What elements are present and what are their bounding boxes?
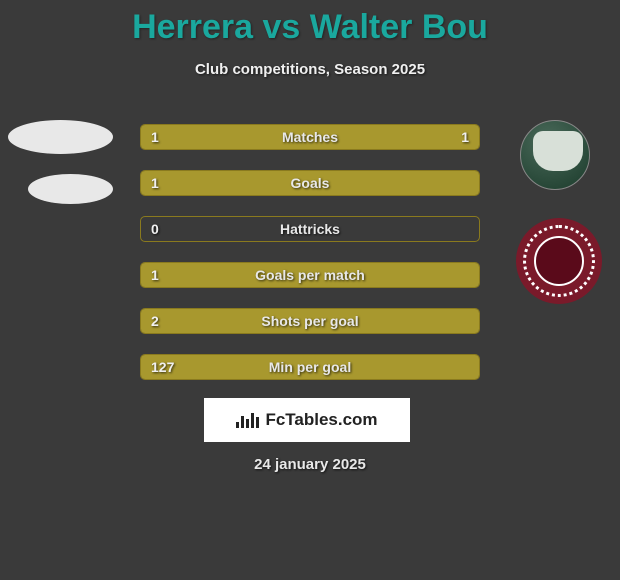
- stat-label: Goals: [141, 171, 479, 195]
- stat-label: Min per goal: [141, 355, 479, 379]
- stat-row-goals: 1 Goals: [140, 170, 480, 196]
- stat-label: Matches: [141, 125, 479, 149]
- stat-row-min-per-goal: 127 Min per goal: [140, 354, 480, 380]
- brand-bars-icon: [236, 413, 259, 428]
- stat-label: Hattricks: [141, 217, 479, 241]
- brand-text: FcTables.com: [265, 410, 377, 430]
- stats-container: 1 Matches 1 1 Goals 0 Hattricks 1 Goals …: [140, 124, 480, 400]
- stat-row-shots-per-goal: 2 Shots per goal: [140, 308, 480, 334]
- player-a-avatar: [8, 120, 113, 154]
- brand-badge[interactable]: FcTables.com: [204, 398, 410, 442]
- stat-row-matches: 1 Matches 1: [140, 124, 480, 150]
- stat-label: Shots per goal: [141, 309, 479, 333]
- player-a-club-badge: [28, 174, 113, 204]
- stat-value-right: 1: [461, 125, 469, 149]
- date-text: 24 january 2025: [0, 456, 620, 473]
- stat-row-hattricks: 0 Hattricks: [140, 216, 480, 242]
- stat-row-goals-per-match: 1 Goals per match: [140, 262, 480, 288]
- player-b-avatar: [520, 120, 590, 190]
- player-b-club-badge: [516, 218, 602, 304]
- stat-label: Goals per match: [141, 263, 479, 287]
- page-subtitle: Club competitions, Season 2025: [0, 61, 620, 78]
- page-title: Herrera vs Walter Bou: [0, 0, 620, 47]
